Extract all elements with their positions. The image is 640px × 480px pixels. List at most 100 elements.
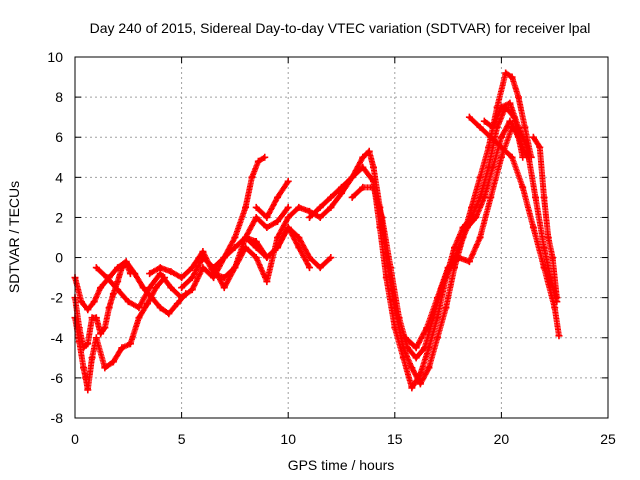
data-point bbox=[199, 248, 207, 256]
data-point bbox=[401, 334, 409, 342]
data-point bbox=[508, 73, 516, 81]
y-tick-label: -6 bbox=[51, 370, 64, 386]
data-point bbox=[433, 334, 441, 342]
y-tick-labels: -8 -6 -4 -2 0 2 4 6 8 10 bbox=[47, 49, 63, 426]
data-point bbox=[306, 213, 314, 221]
data-point bbox=[348, 173, 356, 181]
data-point bbox=[551, 304, 559, 312]
data-point bbox=[252, 244, 260, 252]
data-point bbox=[248, 173, 256, 181]
data-point bbox=[274, 193, 282, 201]
y-tick-label: 10 bbox=[47, 49, 63, 65]
data-point bbox=[316, 203, 324, 211]
data-point bbox=[327, 203, 335, 211]
data-point bbox=[242, 234, 250, 241]
data-point bbox=[84, 340, 92, 348]
series-arc-h bbox=[242, 223, 314, 272]
data-point bbox=[118, 344, 126, 352]
data-point bbox=[365, 147, 373, 155]
data-point bbox=[416, 370, 424, 378]
data-point bbox=[295, 203, 303, 211]
data-point bbox=[220, 284, 228, 292]
data-point bbox=[408, 364, 416, 372]
series-arc-n bbox=[465, 113, 563, 340]
data-point bbox=[210, 264, 218, 272]
data-point bbox=[463, 223, 471, 231]
data-point bbox=[88, 354, 96, 362]
data-point bbox=[489, 163, 497, 171]
data-point bbox=[338, 189, 345, 197]
data-point bbox=[472, 213, 480, 221]
data-point bbox=[555, 332, 563, 340]
data-point bbox=[252, 254, 260, 262]
data-point bbox=[139, 284, 147, 292]
data-point bbox=[284, 203, 292, 211]
data-point bbox=[487, 193, 495, 201]
x-tick-label: 25 bbox=[600, 431, 616, 447]
series-arc-f bbox=[178, 203, 335, 292]
data-point bbox=[476, 234, 484, 241]
y-axis-label: SDTVAR / TECUs bbox=[6, 181, 22, 293]
data-point bbox=[274, 217, 282, 225]
data-point bbox=[84, 306, 92, 314]
data-point bbox=[412, 354, 420, 362]
data-point bbox=[480, 117, 488, 125]
data-point bbox=[146, 284, 154, 292]
data-point bbox=[327, 254, 335, 262]
data-point bbox=[135, 314, 143, 322]
y-tick-label: 8 bbox=[55, 89, 63, 105]
data-point bbox=[242, 244, 250, 252]
data-point bbox=[433, 294, 441, 302]
data-point bbox=[156, 304, 164, 312]
data-point bbox=[143, 300, 151, 308]
data-point bbox=[465, 258, 473, 266]
data-point bbox=[114, 264, 122, 272]
data-point bbox=[105, 304, 113, 312]
y-tick-label: 0 bbox=[55, 250, 63, 266]
data-point bbox=[114, 286, 122, 294]
data-point bbox=[506, 117, 514, 125]
data-point bbox=[103, 274, 111, 282]
data-point bbox=[532, 193, 540, 201]
data-point bbox=[553, 294, 561, 302]
data-point bbox=[540, 193, 548, 201]
data-point bbox=[487, 133, 495, 141]
x-tick-label: 5 bbox=[178, 431, 186, 447]
data-point bbox=[369, 177, 377, 185]
data-point bbox=[156, 270, 164, 278]
data-point bbox=[274, 234, 282, 241]
data-point bbox=[378, 213, 386, 221]
data-point bbox=[416, 380, 424, 388]
data-point bbox=[306, 254, 314, 262]
series-arc-m bbox=[401, 123, 527, 352]
data-point bbox=[444, 264, 452, 272]
data-point bbox=[84, 386, 92, 394]
data-point bbox=[508, 153, 516, 161]
series-arc-p bbox=[529, 133, 561, 302]
data-point bbox=[109, 358, 117, 366]
data-point bbox=[421, 344, 429, 352]
data-point bbox=[455, 254, 463, 262]
data-point bbox=[92, 264, 100, 272]
x-tick-label: 15 bbox=[387, 431, 403, 447]
data-point bbox=[476, 123, 484, 131]
data-point bbox=[263, 223, 271, 231]
data-point bbox=[167, 268, 175, 276]
data-point bbox=[178, 284, 186, 292]
data-point bbox=[167, 284, 175, 292]
data-point bbox=[423, 324, 431, 332]
data-point bbox=[497, 133, 505, 141]
data-point bbox=[514, 93, 522, 101]
data-point bbox=[523, 143, 531, 151]
data-point bbox=[114, 278, 122, 286]
y-tick-label: -2 bbox=[51, 290, 64, 306]
data-point bbox=[502, 69, 510, 77]
data-point bbox=[348, 193, 356, 201]
data-point bbox=[455, 244, 463, 252]
data-point bbox=[284, 213, 292, 221]
y-tick-label: 2 bbox=[55, 209, 63, 225]
data-point bbox=[122, 258, 130, 266]
data-point bbox=[101, 324, 109, 332]
data-point bbox=[252, 213, 260, 221]
